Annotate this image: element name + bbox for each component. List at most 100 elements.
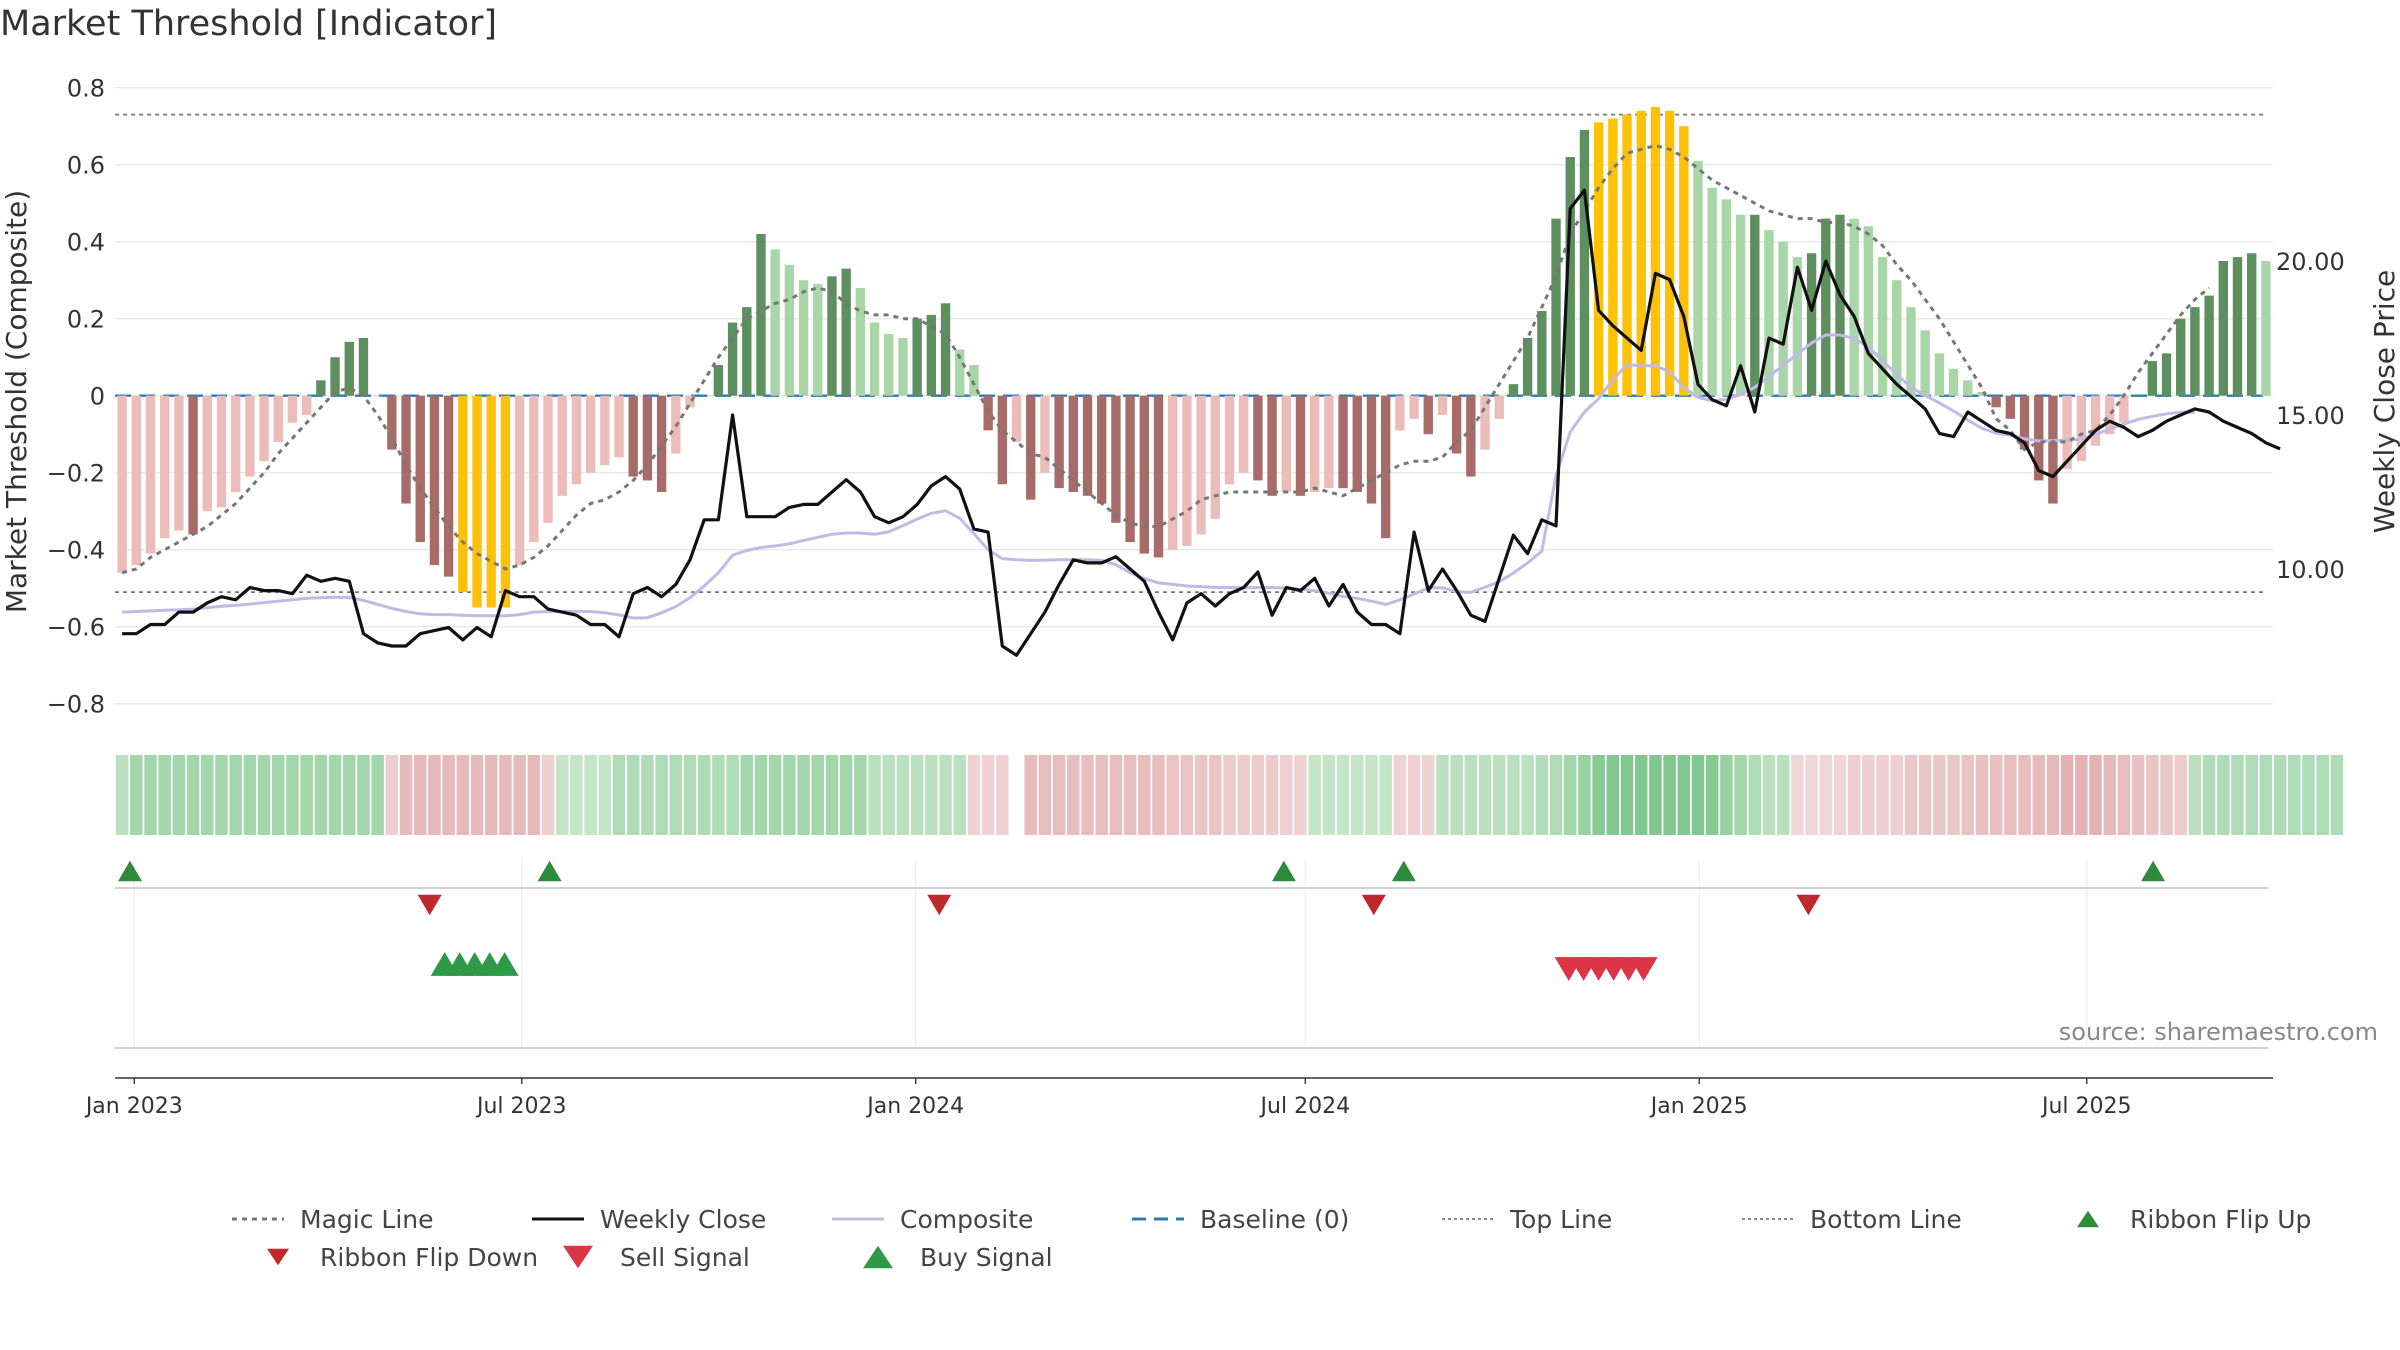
composite-bar [997, 395, 1008, 485]
ribbon-cell [612, 755, 626, 835]
ribbon-cell [1351, 755, 1364, 835]
composite-bar [1224, 395, 1235, 485]
ribbon-cell [1365, 755, 1378, 835]
legend-label: Magic Line [300, 1204, 434, 1234]
ribbon-cell [669, 755, 683, 835]
ribbon-cell [413, 755, 427, 835]
composite-bar [1494, 395, 1504, 419]
ribbon-cell [527, 755, 541, 835]
legend-label: Bottom Line [1810, 1204, 1962, 1234]
y-axis-label: Market Threshold (Composite) [0, 190, 33, 613]
composite-bar [2048, 395, 2058, 504]
ribbon-cell [882, 755, 896, 835]
composite-bar [2147, 361, 2158, 396]
ribbon-cell [371, 755, 384, 835]
triangle-down-icon [563, 1245, 593, 1269]
ribbon-cell [797, 755, 810, 835]
composite-bar [1480, 395, 1490, 450]
composite-bar [458, 395, 468, 593]
composite-bar [926, 314, 937, 396]
dotted-line-icon [232, 1217, 284, 1221]
y-right-axis-label: Weekly Close Price [2368, 270, 2400, 533]
chart-lines [121, 143, 2281, 657]
signal-rows [115, 860, 2268, 1049]
ribbon-cell [1620, 755, 1634, 835]
ribbon-cell [215, 755, 228, 835]
composite-bar [372, 395, 383, 397]
composite-bar [1210, 395, 1220, 519]
ribbon-cell [1052, 755, 1066, 835]
ribbon-cell [2089, 755, 2102, 835]
sell-signal-marker [1629, 957, 1658, 981]
composite-bar [1608, 118, 1618, 396]
ribbon-cell [399, 755, 413, 835]
composite-bar [1508, 384, 1519, 396]
composite-bar [1437, 395, 1448, 415]
composite-bar [245, 395, 255, 477]
ribbon-cell [641, 755, 654, 835]
ribbon-cell [584, 755, 597, 835]
ribbon-cell [172, 755, 186, 835]
composite-bar [1906, 307, 1916, 396]
ribbon-cell [243, 755, 257, 835]
legend-label: Weekly Close [600, 1204, 767, 1234]
composite-bar [2034, 395, 2044, 481]
composite-bar [1281, 395, 1291, 492]
ribbon-cell [201, 755, 214, 835]
y-tick-label: 0 [90, 383, 105, 411]
composite-bar [1806, 253, 1817, 396]
composite-bar [955, 349, 965, 396]
ribbon-strip [115, 755, 2344, 835]
legend-item: Top Line [1440, 1200, 1612, 1238]
ribbon-cell [1521, 755, 1534, 835]
composite-bar [2176, 318, 2186, 396]
ribbon-cell [2004, 755, 2017, 835]
composite-bar [656, 395, 667, 492]
ribbon-cell [1194, 755, 1208, 835]
composite-bar [1239, 395, 1249, 473]
composite-bar [1139, 395, 1149, 554]
ribbon-cell [1989, 755, 2003, 835]
ribbon-cell [1578, 755, 1591, 835]
dashed-line-icon [1132, 1217, 1184, 1221]
composite-bar [514, 395, 525, 566]
legend-label: Baseline (0) [1200, 1204, 1350, 1234]
composite-bar [358, 337, 369, 396]
ribbon-cell [2174, 755, 2187, 835]
legend-item: Magic Line [230, 1200, 434, 1238]
composite-bar [174, 395, 184, 531]
triangle-up-icon [2077, 1210, 2099, 1228]
ribbon-cell [186, 755, 200, 835]
composite-bar [798, 280, 809, 396]
composite-bar [273, 395, 283, 442]
ribbon-cell [1634, 755, 1648, 835]
ribbon-cell [1535, 755, 1549, 835]
composite-bar [1111, 395, 1121, 523]
legend-label: Sell Signal [620, 1242, 750, 1272]
ribbon-cell [783, 755, 796, 835]
composite-bar [131, 395, 141, 566]
ribbon-cell [1067, 755, 1080, 835]
composite-bar [770, 249, 780, 396]
y-tick-label: −0.4 [47, 537, 105, 565]
ribbon-cell [1705, 755, 1719, 835]
composite-bar [1551, 218, 1561, 396]
x-tick-label: Jan 2024 [865, 1094, 964, 1119]
composite-bar [2105, 395, 2115, 435]
composite-bar [1622, 114, 1632, 396]
ribbon-cell [1748, 755, 1762, 835]
composite-bar [202, 395, 212, 512]
legend-item: Sell Signal [550, 1238, 750, 1276]
composite-bar [1735, 214, 1746, 396]
triangle-down-icon [267, 1248, 289, 1266]
composite-bar [500, 395, 511, 608]
legend-label: Top Line [1510, 1204, 1613, 1234]
y-tick-label: −0.8 [47, 691, 105, 719]
ribbon-cell [385, 755, 399, 835]
composite-bar [983, 395, 993, 431]
ribbon-cell [655, 755, 668, 835]
composite-bar [1054, 395, 1064, 489]
ribbon-cell [1734, 755, 1747, 835]
composite-bar [216, 395, 227, 508]
